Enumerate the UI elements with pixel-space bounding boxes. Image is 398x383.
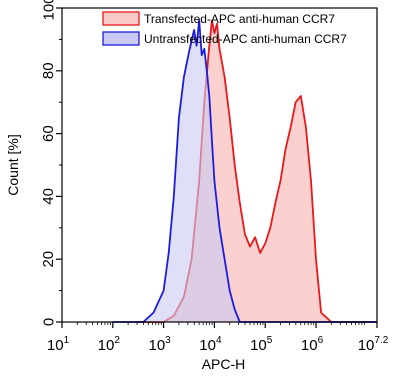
y-tick-label: 20 [40,251,57,268]
y-axis-title: Count [%] [5,134,21,195]
x-tick-label: 105 [250,335,273,354]
x-axis-title: APC-H [202,356,246,372]
x-tick-label: 102 [98,335,121,354]
x-tick-label: 107.2 [358,335,389,354]
y-tick-label: 80 [40,62,57,79]
x-tick-label: 101 [47,335,70,354]
legend-label-1: Transfected-APC anti-human CCR7 [144,12,335,26]
x-tick-label: 106 [301,335,324,354]
legend-swatch-1 [102,11,140,26]
series-line-2 [112,19,377,323]
legend-swatch-2 [102,31,140,46]
series-area-2 [112,20,378,322]
x-tick-label: 103 [148,335,171,354]
legend-label-2: Untransfected-APC anti-human CCR7 [144,32,347,46]
y-tick-label: 60 [40,125,57,142]
y-tick-label: 40 [40,188,57,205]
x-tick-label: 104 [199,335,222,354]
legend: Transfected-APC anti-human CCR7 Untransfe… [102,11,347,46]
series-layer [112,19,378,323]
y-tick-label: 100 [40,0,57,21]
axes-layer: 0 20 40 60 80 100 101 102 103 104 105 106 107.2 [40,0,388,354]
y-tick-label: 0 [40,318,57,326]
